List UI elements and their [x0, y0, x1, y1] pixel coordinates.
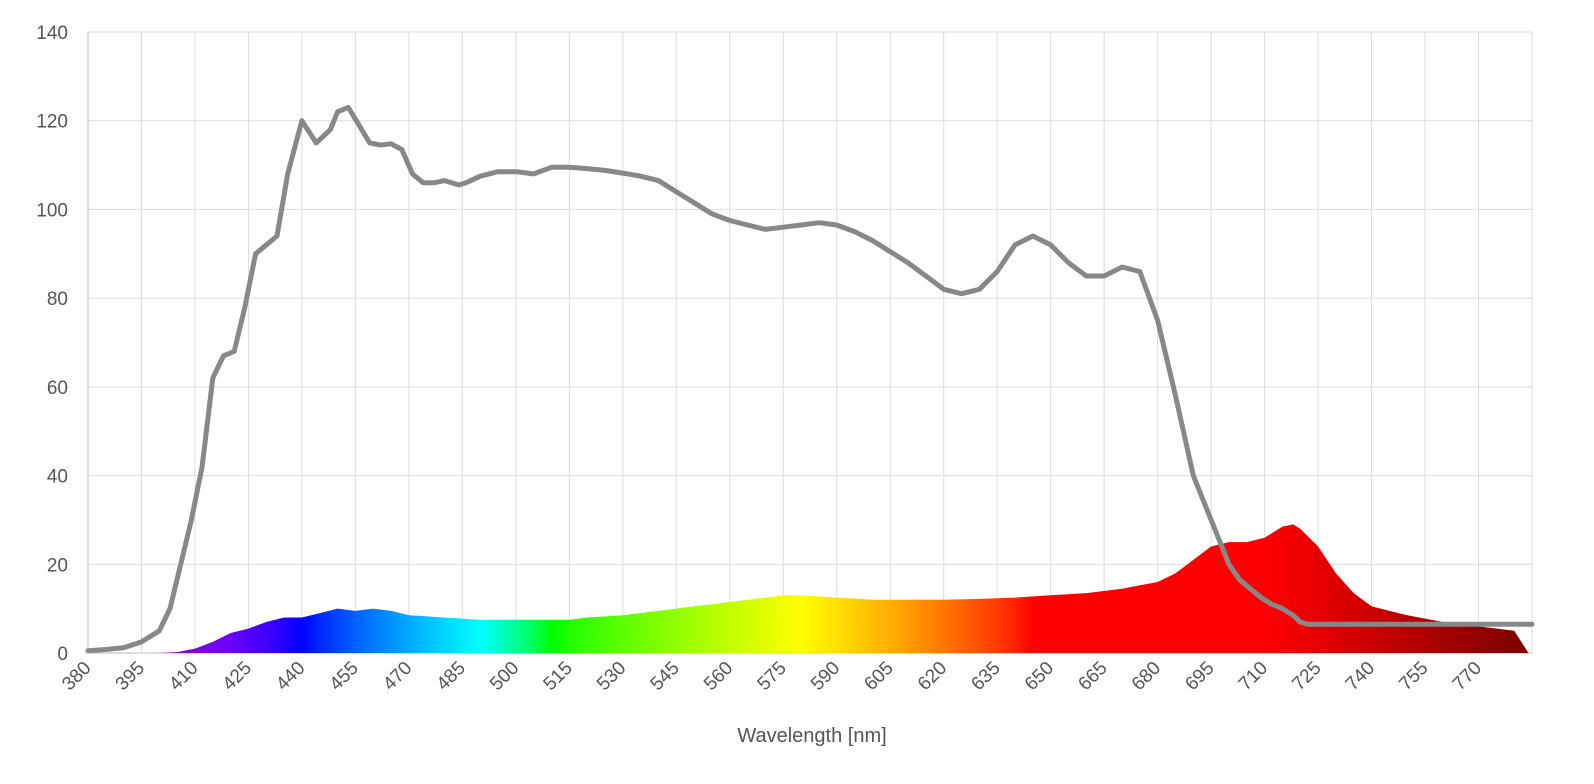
x-tick-label: 470	[379, 658, 416, 695]
x-tick-label: 410	[165, 658, 202, 695]
y-tick-label: 0	[57, 644, 68, 665]
x-axis-title: Wavelength [nm]	[737, 725, 886, 747]
x-tick-label: 440	[272, 658, 309, 695]
x-tick-label: 770	[1449, 658, 1486, 695]
x-tick-label: 710	[1235, 658, 1272, 695]
y-tick-label: 120	[36, 112, 68, 133]
y-axis-ticks: 0 20 40 60 80 100 120 140	[36, 23, 68, 665]
y-tick-label: 40	[47, 467, 68, 488]
x-tick-label: 605	[860, 658, 897, 695]
x-tick-label: 515	[540, 658, 577, 695]
x-tick-label: 755	[1395, 658, 1432, 695]
measured-line	[85, 104, 1535, 654]
x-tick-label: 575	[754, 658, 791, 695]
x-tick-label: 650	[1021, 658, 1058, 695]
x-tick-label: 680	[1128, 658, 1165, 695]
y-tick-label: 60	[47, 378, 68, 399]
x-tick-label: 545	[647, 658, 684, 695]
x-tick-label: 620	[914, 658, 951, 695]
measured-line-series	[85, 104, 1535, 654]
x-tick-label: 530	[593, 658, 630, 695]
spectrum-area-series	[88, 524, 1529, 653]
x-axis-ticks: 380 395 410 425 440 455 470 485 500 515 530 545 560 5…	[58, 658, 1486, 695]
x-tick-label: 425	[219, 658, 256, 695]
y-tick-label: 80	[47, 289, 68, 310]
x-tick-label: 455	[326, 658, 363, 695]
x-tick-label: 665	[1074, 658, 1111, 695]
x-tick-label: 500	[486, 658, 523, 695]
x-tick-label: 695	[1181, 658, 1218, 695]
y-tick-label: 100	[36, 200, 68, 221]
x-tick-label: 725	[1288, 658, 1325, 695]
x-tick-label: 635	[967, 658, 1004, 695]
spectrum-area	[88, 524, 1529, 653]
y-tick-label: 140	[36, 23, 68, 44]
x-tick-label: 395	[112, 658, 149, 695]
x-tick-label: 485	[433, 658, 470, 695]
x-tick-label: 740	[1342, 658, 1379, 695]
y-tick-label: 20	[47, 555, 68, 576]
x-tick-label: 560	[700, 658, 737, 695]
x-tick-label: 590	[807, 658, 844, 695]
